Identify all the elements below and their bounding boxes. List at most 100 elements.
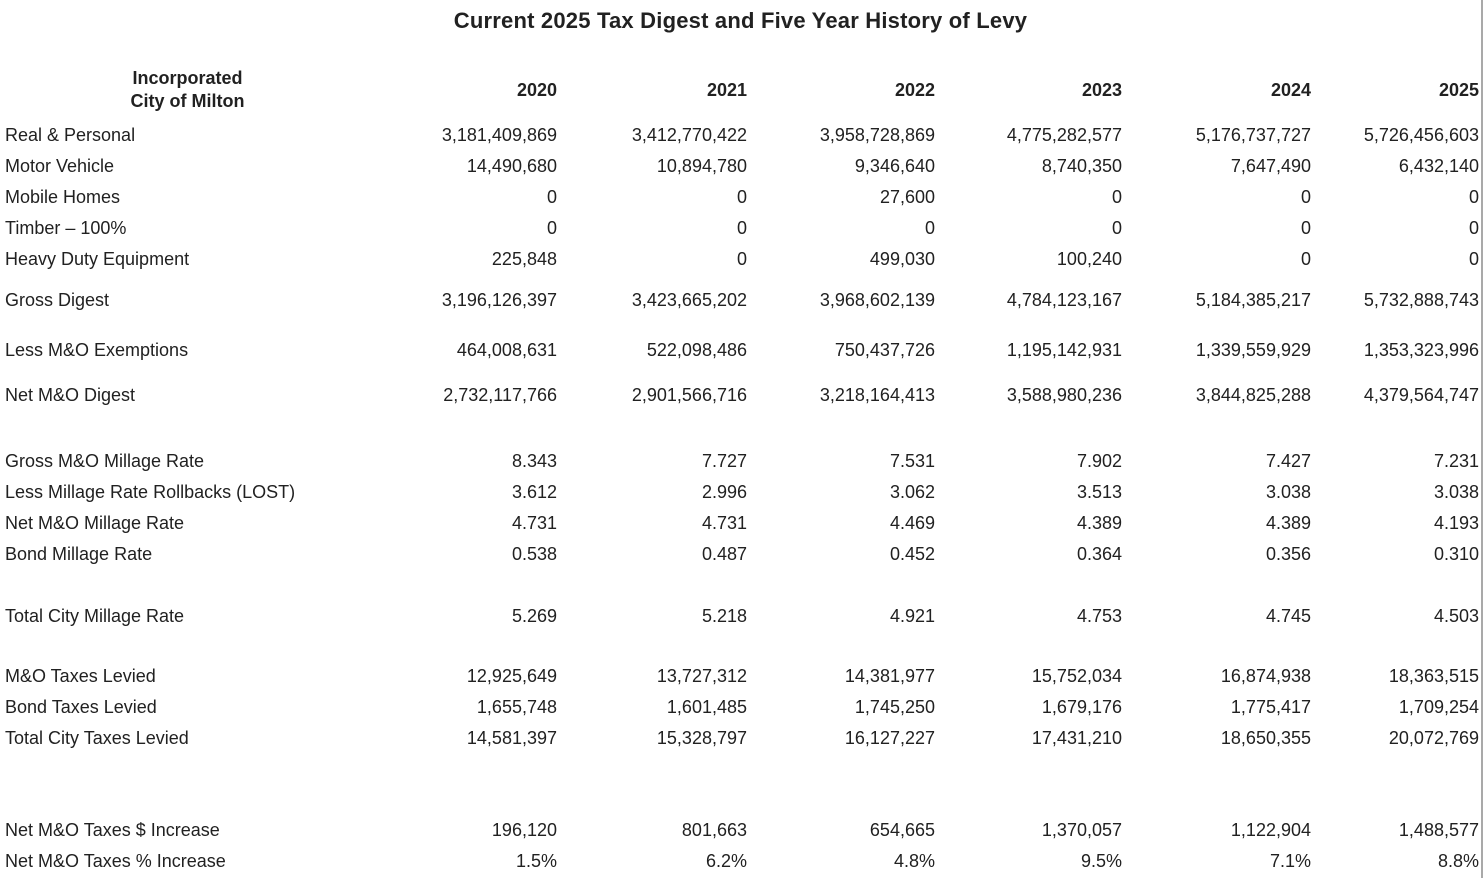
row-value: 1,195,142,931 (1006, 339, 1122, 360)
row-value: 0 (546, 186, 557, 207)
row-value: 3,412,770,422 (631, 124, 747, 145)
row-value: 499,030 (869, 248, 935, 269)
row-value: 3.513 (1076, 481, 1122, 502)
table-row: Total City Taxes Levied 14,581,397 15,328,… (0, 722, 1481, 753)
table-header-row: Incorporated City of Milton 2020 2021 2022… (0, 66, 1481, 114)
row-value: 522,098,486 (646, 339, 747, 360)
entity-name: Incorporated City of Milton (0, 67, 375, 113)
row-value: 0.538 (511, 543, 557, 564)
row-value: 5.269 (511, 605, 557, 626)
row-value: 1.5% (515, 850, 557, 871)
row-label: Bond Millage Rate (5, 543, 153, 564)
row-value: 1,353,323,996 (1363, 339, 1479, 360)
row-value: 3.038 (1433, 481, 1479, 502)
row-value: 20,072,769 (1388, 727, 1479, 748)
row-value: 1,655,748 (476, 696, 557, 717)
row-value: 3,181,409,869 (441, 124, 557, 145)
row-value: 7.902 (1076, 450, 1122, 471)
row-label: Real & Personal (5, 124, 136, 145)
table-row: Net M&O Taxes $ Increase 196,120 801,663 65… (0, 814, 1481, 845)
year-header-2023: 2023 (1081, 80, 1122, 100)
row-value: 100,240 (1056, 248, 1122, 269)
row-value: 9.5% (1080, 850, 1122, 871)
table-row: M&O Taxes Levied 12,925,649 13,727,312 14,3… (0, 660, 1481, 691)
row-value: 0 (1300, 217, 1311, 238)
row-value: 3,968,602,139 (819, 289, 935, 310)
row-label: Gross M&O Millage Rate (5, 450, 205, 471)
row-value: 6,432,140 (1398, 155, 1479, 176)
row-value: 3.038 (1265, 481, 1311, 502)
page-title: Current 2025 Tax Digest and Five Year Hi… (453, 8, 1028, 33)
table-row: Gross M&O Millage Rate 8.343 7.727 7.531 7.9… (0, 445, 1481, 476)
row-value: 27,600 (879, 186, 935, 207)
row-value: 0.487 (701, 543, 747, 564)
row-value: 1,679,176 (1041, 696, 1122, 717)
row-value: 4,379,564,747 (1363, 384, 1479, 405)
row-value: 0 (1111, 217, 1122, 238)
year-header-2022: 2022 (894, 80, 935, 100)
row-value: 5,726,456,603 (1363, 124, 1479, 145)
row-value: 0 (546, 217, 557, 238)
entity-name-line2: City of Milton (130, 91, 245, 111)
row-label: Motor Vehicle (5, 155, 115, 176)
row-value: 18,650,355 (1220, 727, 1311, 748)
row-value: 1,601,485 (666, 696, 747, 717)
table-row: Less Millage Rate Rollbacks (LOST) 3.612 2… (0, 476, 1481, 507)
row-value: 3,218,164,413 (819, 384, 935, 405)
row-value: 4.731 (511, 512, 557, 533)
row-value: 9,346,640 (854, 155, 935, 176)
row-value: 0.364 (1076, 543, 1122, 564)
row-value: 18,363,515 (1388, 665, 1479, 686)
table-body: Real & Personal 3,181,409,869 3,412,770,42… (0, 119, 1481, 876)
row-value: 7.231 (1433, 450, 1479, 471)
row-value: 8.8% (1437, 850, 1479, 871)
row-value: 654,665 (869, 819, 935, 840)
row-value: 4,775,282,577 (1006, 124, 1122, 145)
row-value: 7.427 (1265, 450, 1311, 471)
row-value: 0 (1468, 248, 1479, 269)
table-row: Net M&O Millage Rate 4.731 4.731 4.469 4.389… (0, 507, 1481, 538)
row-value: 1,370,057 (1041, 819, 1122, 840)
row-value: 0 (736, 248, 747, 269)
row-label: Less M&O Exemptions (5, 339, 189, 360)
row-value: 0 (1468, 186, 1479, 207)
row-value: 8.343 (511, 450, 557, 471)
table-row: Heavy Duty Equipment 225,848 0 499,030 100,2… (0, 243, 1481, 274)
row-value: 5,176,737,727 (1195, 124, 1311, 145)
year-header-2020: 2020 (516, 80, 557, 100)
row-value: 6.2% (705, 850, 747, 871)
row-value: 2,732,117,766 (443, 384, 557, 405)
row-label: Bond Taxes Levied (5, 696, 157, 717)
row-value: 3,844,825,288 (1195, 384, 1311, 405)
row-value: 4.503 (1433, 605, 1479, 626)
row-value: 3,423,665,202 (631, 289, 747, 310)
row-value: 16,127,227 (844, 727, 935, 748)
row-value: 14,381,977 (844, 665, 935, 686)
row-label: M&O Taxes Levied (5, 665, 156, 686)
row-value: 1,775,417 (1230, 696, 1311, 717)
row-value: 12,925,649 (466, 665, 557, 686)
row-label: Net M&O Taxes % Increase (5, 850, 226, 871)
row-value: 15,328,797 (656, 727, 747, 748)
row-value: 1,488,577 (1398, 819, 1479, 840)
table-row: Total City Millage Rate 5.269 5.218 4.921 4.… (0, 600, 1481, 631)
row-value: 3,196,126,397 (441, 289, 557, 310)
row-label: Gross Digest (5, 289, 110, 310)
row-value: 17,431,210 (1031, 727, 1122, 748)
row-value: 0 (924, 217, 935, 238)
table-row: Net M&O Taxes % Increase 1.5% 6.2% 4.8% 9.5%… (0, 845, 1481, 876)
row-value: 0 (1111, 186, 1122, 207)
row-value: 0.310 (1433, 543, 1479, 564)
row-value: 7,647,490 (1230, 155, 1311, 176)
entity-name-line1: Incorporated (132, 68, 243, 88)
row-value: 4.921 (889, 605, 935, 626)
row-value: 7.1% (1269, 850, 1311, 871)
row-value: 0.452 (889, 543, 935, 564)
table-row: Bond Millage Rate 0.538 0.487 0.452 0.364 0.3… (0, 538, 1481, 569)
row-value: 4.389 (1076, 512, 1122, 533)
row-value: 0 (736, 186, 747, 207)
row-value: 196,120 (491, 819, 557, 840)
row-value: 4.389 (1265, 512, 1311, 533)
year-header-2025: 2025 (1438, 80, 1479, 100)
row-label: Mobile Homes (5, 186, 121, 207)
